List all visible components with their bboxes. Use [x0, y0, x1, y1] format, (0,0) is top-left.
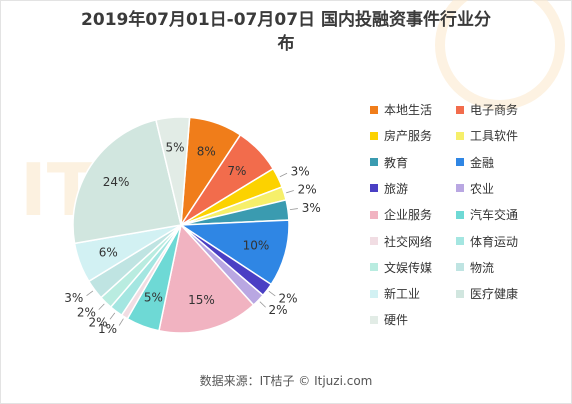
legend-swatch-6 [370, 184, 378, 193]
legend-swatch-12 [370, 263, 378, 272]
legend-swatch-14 [370, 289, 378, 298]
legend-swatch-3 [456, 131, 464, 140]
legend-item-12: 文娱传媒 [370, 259, 432, 276]
pie-label-6: 2% [278, 291, 297, 305]
legend-label-10: 社交网络 [384, 234, 433, 249]
pie-leader-12 [98, 303, 105, 310]
pie-label-16: 5% [165, 140, 184, 154]
legend-item-13: 物流 [456, 259, 494, 276]
legend-item-7: 农业 [456, 180, 494, 197]
legend-item-10: 社交网络 [370, 233, 432, 250]
legend-swatch-9 [456, 210, 464, 219]
pie-label-13: 3% [64, 291, 83, 305]
legend-label-13: 物流 [470, 260, 495, 275]
pie-slice-8 [158, 223, 255, 334]
legend-swatch-5 [456, 158, 464, 167]
legend-label-16: 硬件 [384, 313, 409, 328]
legend-item-16: 硬件 [370, 311, 408, 328]
legend-label-7: 农业 [470, 181, 495, 196]
legend-swatch-13 [456, 263, 464, 272]
legend-label-4: 教育 [384, 155, 409, 170]
pie-label-2: 3% [291, 164, 310, 178]
legend-swatch-0 [370, 105, 378, 114]
legend-label-15: 医疗健康 [470, 287, 519, 302]
legend-item-8: 企业服务 [370, 206, 432, 223]
legend-swatch-16 [370, 315, 378, 324]
legend-item-6: 旅游 [370, 180, 408, 197]
pie-label-1: 7% [227, 164, 246, 178]
legend-swatch-2 [370, 131, 378, 140]
legend-swatch-15 [456, 289, 464, 298]
title-line-2: 布 [277, 34, 295, 54]
pie-leader-11 [109, 312, 116, 320]
legend-item-1: 电子商务 [456, 101, 518, 118]
pie-leader-13 [86, 290, 94, 297]
pie-label-9: 5% [144, 291, 163, 305]
legend-swatch-4 [370, 158, 378, 167]
pie-leader-3 [286, 190, 294, 194]
pie-leader-7 [259, 301, 266, 308]
legend-swatch-7 [456, 184, 464, 193]
pie-slice-15 [72, 119, 182, 245]
legend-label-14: 新工业 [384, 287, 421, 302]
pie-label-14: 6% [99, 245, 118, 259]
legend-label-12: 文娱传媒 [384, 260, 433, 275]
legend-label-6: 旅游 [384, 181, 409, 196]
legend-label-1: 电子商务 [470, 103, 519, 117]
pie-slice-16 [155, 116, 191, 226]
legend-item-0: 本地生活 [370, 101, 432, 118]
legend-item-4: 教育 [370, 154, 408, 171]
pie-label-0: 8% [197, 144, 216, 158]
legend-label-0: 本地生活 [384, 103, 433, 117]
pie-label-4: 3% [302, 201, 321, 215]
pie-label-15: 24% [103, 175, 130, 189]
legend-swatch-1 [456, 105, 464, 114]
pie-leader-6 [268, 290, 276, 297]
legend-item-15: 医疗健康 [456, 285, 518, 302]
legend-label-3: 工具软件 [470, 129, 519, 144]
chart-title: 2019年07月01日-07月07日 国内投融资事件行业分 布 [0, 8, 572, 56]
legend-label-2: 房产服务 [384, 129, 433, 144]
pie-label-5: 10% [243, 239, 270, 253]
pie-leader-10 [118, 318, 124, 326]
legend-item-3: 工具软件 [456, 127, 518, 144]
pie-label-3: 2% [298, 182, 317, 196]
pie-label-8: 15% [188, 293, 215, 307]
pie-leader-4 [289, 208, 298, 211]
legend-label-5: 金融 [470, 155, 495, 170]
pie-label-10: 1% [98, 322, 117, 336]
data-source: 数据来源：IT桔子 © Itjuzi.com [199, 374, 373, 388]
legend-item-2: 房产服务 [370, 127, 432, 144]
legend-label-11: 体育运动 [470, 234, 519, 249]
pie-label-7: 2% [268, 303, 287, 317]
title-line-1: 2019年07月01日-07月07日 国内投融资事件行业分 [81, 10, 491, 30]
pie-label-12: 2% [77, 305, 96, 319]
legend-label-9: 汽车交通 [470, 208, 519, 223]
legend-item-14: 新工业 [370, 285, 420, 302]
legend-item-5: 金融 [456, 154, 494, 171]
legend-item-9: 汽车交通 [456, 206, 518, 223]
pie-label-11: 2% [89, 315, 108, 329]
legend-swatch-8 [370, 210, 378, 219]
legend-swatch-11 [456, 237, 464, 245]
pie-leader-2 [279, 172, 288, 178]
legend-label-8: 企业服务 [384, 208, 433, 223]
legend-item-11: 体育运动 [456, 233, 518, 250]
legend-swatch-10 [370, 237, 378, 245]
